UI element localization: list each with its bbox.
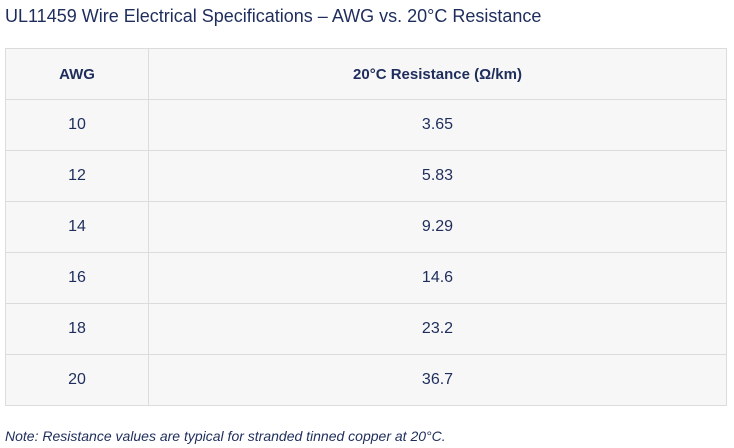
awg-cell: 14 bbox=[5, 201, 149, 253]
awg-cell: 20 bbox=[5, 354, 149, 406]
awg-cell: 16 bbox=[5, 252, 149, 304]
table-row: 10 3.65 bbox=[5, 99, 727, 151]
awg-cell: 18 bbox=[5, 303, 149, 355]
table-row: 18 23.2 bbox=[5, 303, 727, 355]
note: Note: Resistance values are typical for … bbox=[5, 428, 446, 444]
header-row: AWG 20°C Resistance (Ω/km) bbox=[5, 48, 727, 100]
resistance-cell: 5.83 bbox=[148, 150, 727, 202]
table-row: 20 36.7 bbox=[5, 354, 727, 406]
spec-table: AWG 20°C Resistance (Ω/km) 10 3.65 12 5.83 1… bbox=[5, 48, 727, 406]
table-row: 12 5.83 bbox=[5, 150, 727, 202]
table-body: 10 3.65 12 5.83 14 9.29 16 14.6 18 23.2 20 36.7 bbox=[5, 99, 727, 406]
resistance-cell: 36.7 bbox=[148, 354, 727, 406]
awg-cell: 12 bbox=[5, 150, 149, 202]
table-head: AWG 20°C Resistance (Ω/km) bbox=[5, 48, 727, 100]
column-header: AWG bbox=[5, 48, 149, 100]
column-header: 20°C Resistance (Ω/km) bbox=[148, 48, 727, 100]
awg-cell: 10 bbox=[5, 99, 149, 151]
table-row: 14 9.29 bbox=[5, 201, 727, 253]
resistance-cell: 9.29 bbox=[148, 201, 727, 253]
page-title: UL11459 Wire Electrical Specifications –… bbox=[5, 6, 542, 26]
resistance-cell: 3.65 bbox=[148, 99, 727, 151]
resistance-cell: 14.6 bbox=[148, 252, 727, 304]
table-row: 16 14.6 bbox=[5, 252, 727, 304]
resistance-cell: 23.2 bbox=[148, 303, 727, 355]
